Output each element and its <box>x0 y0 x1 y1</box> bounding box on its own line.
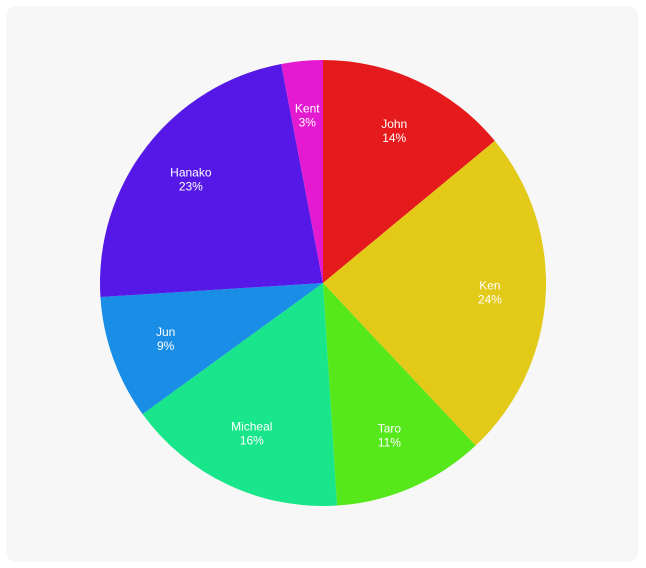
pie-slice <box>323 140 546 446</box>
pie-slice <box>100 283 324 415</box>
pie-slice <box>100 63 323 298</box>
slice-name: Taro <box>378 422 402 436</box>
pie-slice <box>323 60 495 283</box>
slice-name: Kent <box>295 102 320 116</box>
slice-percent: 24% <box>478 293 502 307</box>
slice-percent: 16% <box>240 434 264 448</box>
slice-percent: 14% <box>382 131 406 145</box>
slice-name: Ken <box>479 279 500 293</box>
slice-percent: 3% <box>299 116 317 130</box>
slice-percent: 9% <box>157 339 175 353</box>
slice-name: Hanako <box>170 166 212 180</box>
slice-name: Micheal <box>231 420 272 434</box>
slice-percent: 23% <box>179 180 203 194</box>
slice-percent: 11% <box>378 436 401 450</box>
pie-slice <box>281 60 323 283</box>
pie-slice <box>323 283 476 506</box>
pie-slice <box>142 283 338 506</box>
slice-name: John <box>381 117 407 131</box>
slice-name: Jun <box>156 325 175 339</box>
